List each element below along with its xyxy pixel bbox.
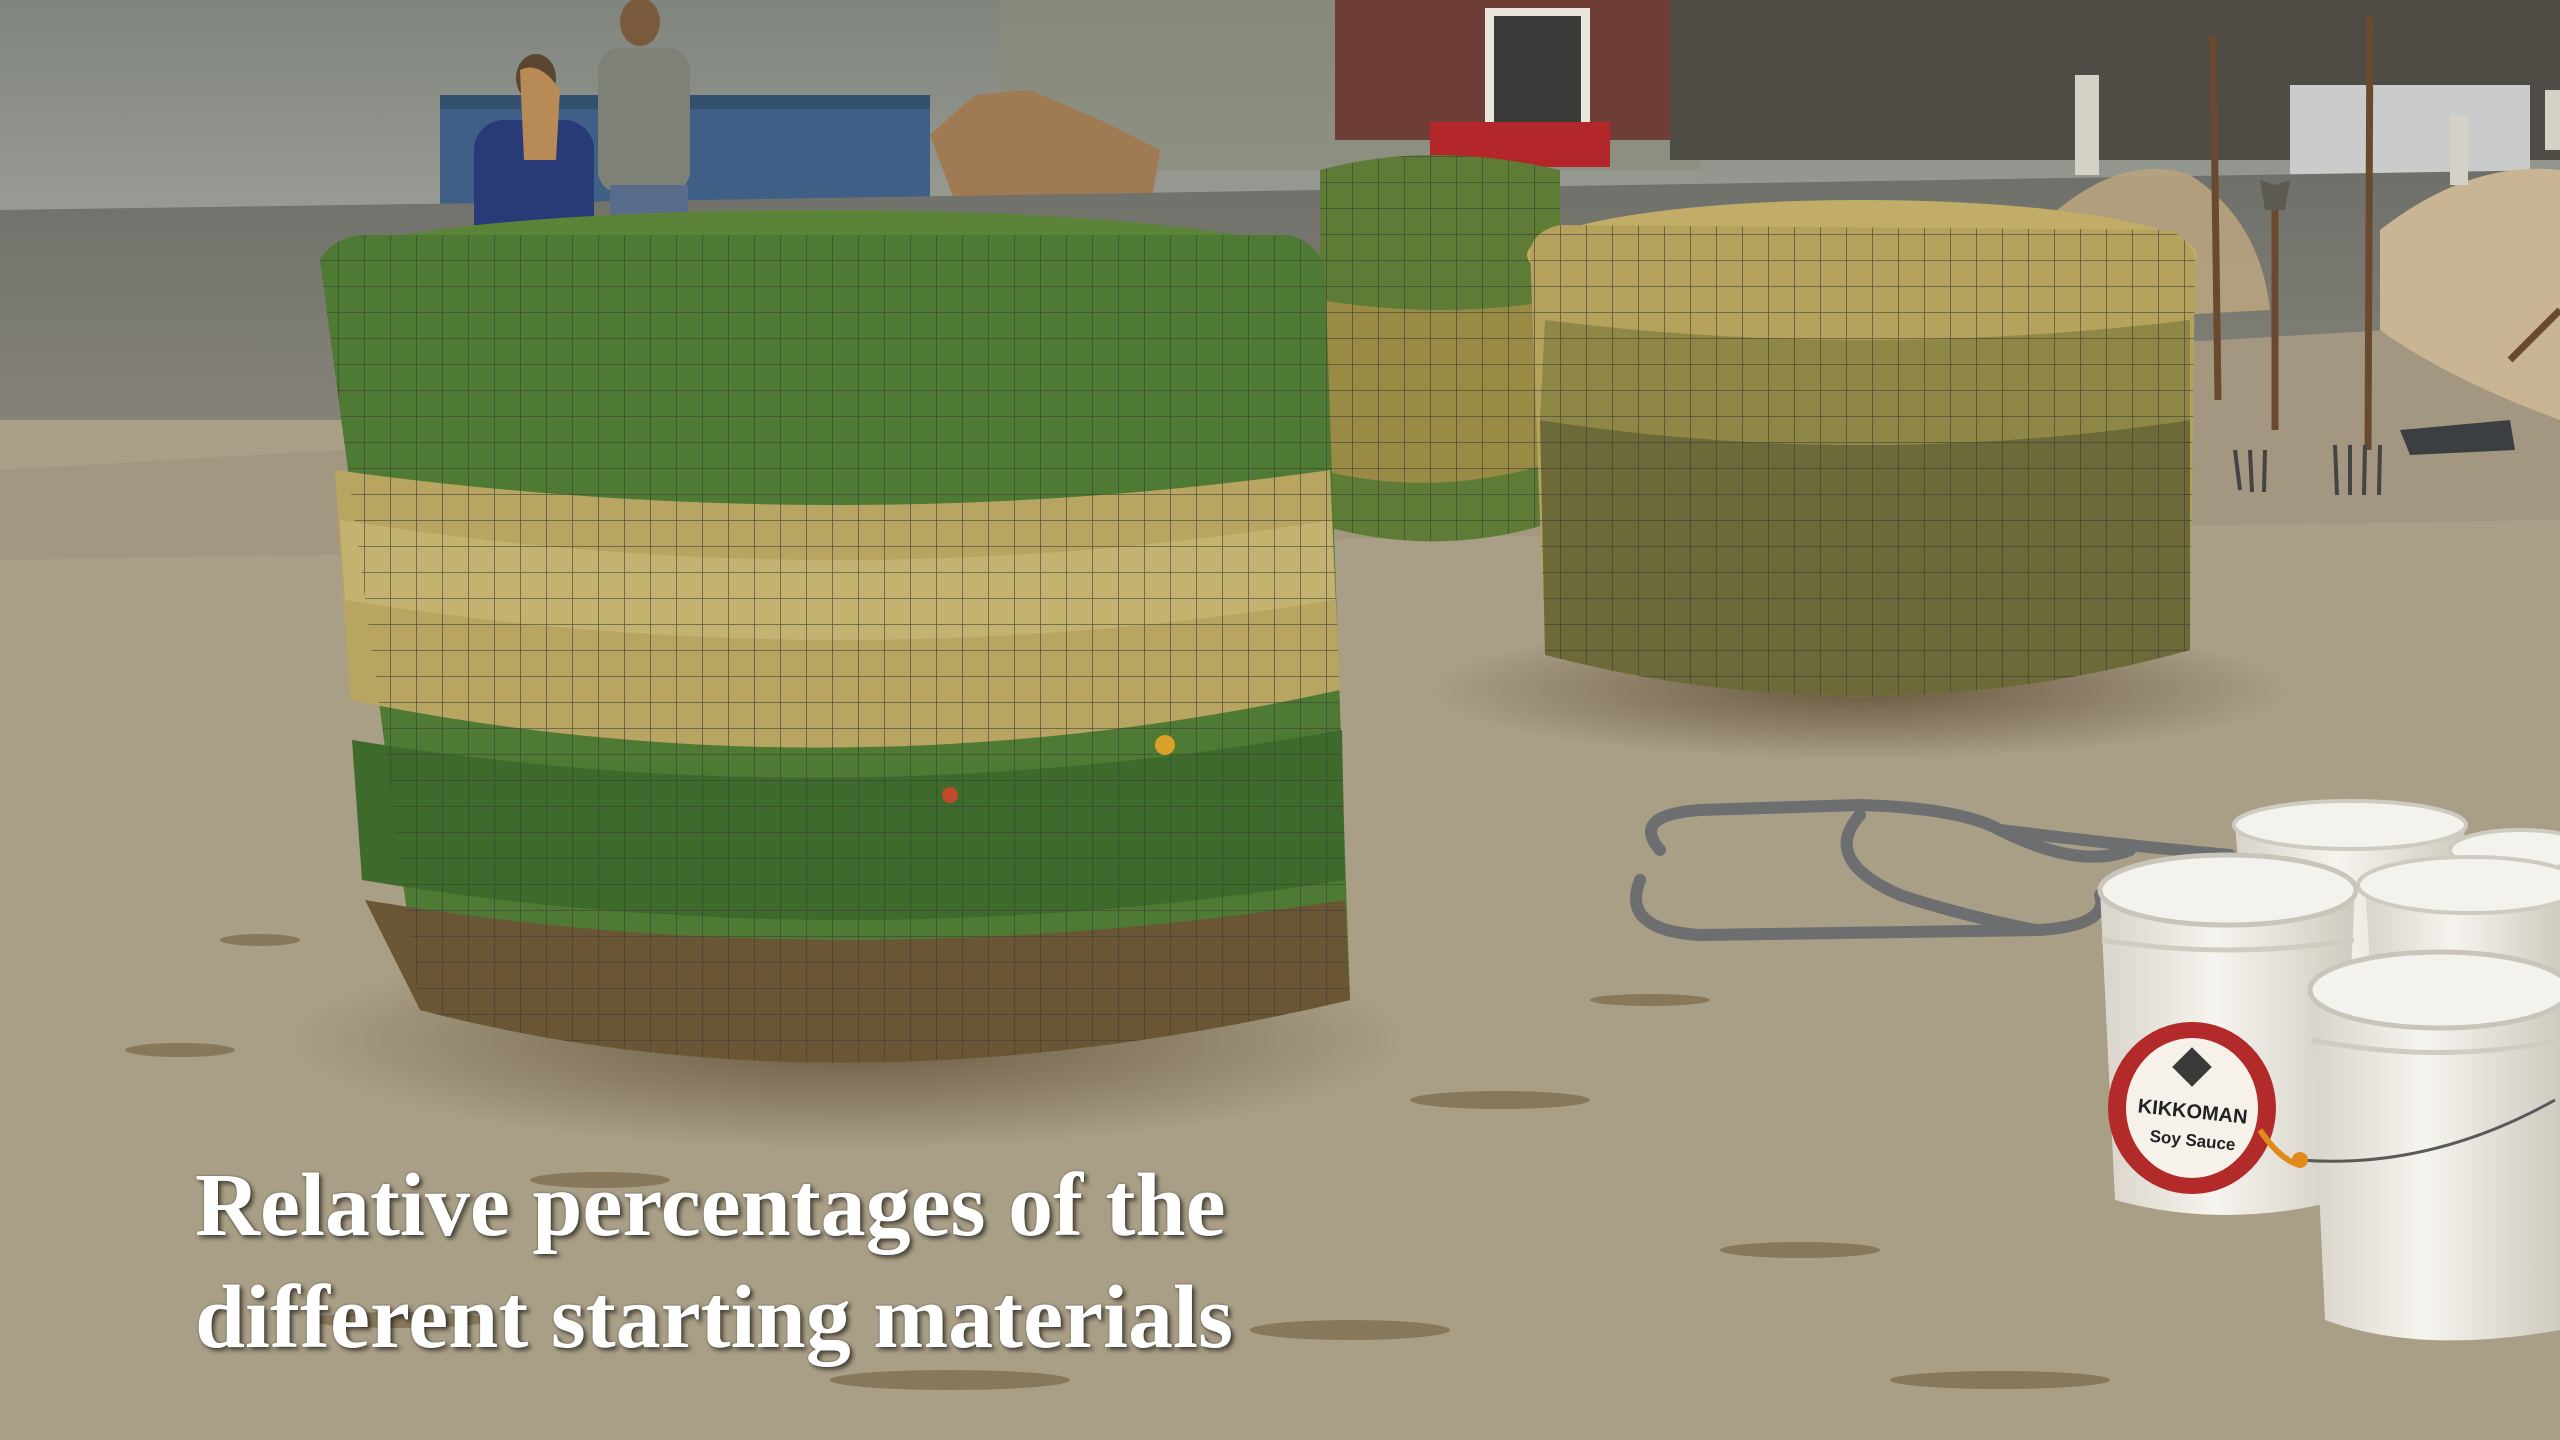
- compost-bin-front: [320, 210, 1350, 1063]
- slide-caption: Relative percentages of the different st…: [195, 1150, 1495, 1374]
- bucket-front-right: [2292, 949, 2560, 1341]
- compost-bin-right: [1527, 200, 2197, 697]
- caption-line-1: Relative percentages of the: [195, 1156, 1226, 1255]
- tools: [2209, 14, 2560, 451]
- lumber-pile: [930, 90, 1160, 215]
- caption-line-2: different starting materials: [195, 1268, 1234, 1367]
- barn: [1335, 0, 2560, 167]
- bucket-kikkoman: KIKKOMAN Soy Sauce: [2097, 852, 2359, 1215]
- buckets: KIKKOMAN Soy Sauce: [2097, 799, 2560, 1341]
- compost-bin-back: [1320, 155, 1560, 542]
- white-tank: [2290, 85, 2530, 180]
- garden-hose: [1630, 798, 2236, 942]
- ground-debris: [125, 934, 2110, 1390]
